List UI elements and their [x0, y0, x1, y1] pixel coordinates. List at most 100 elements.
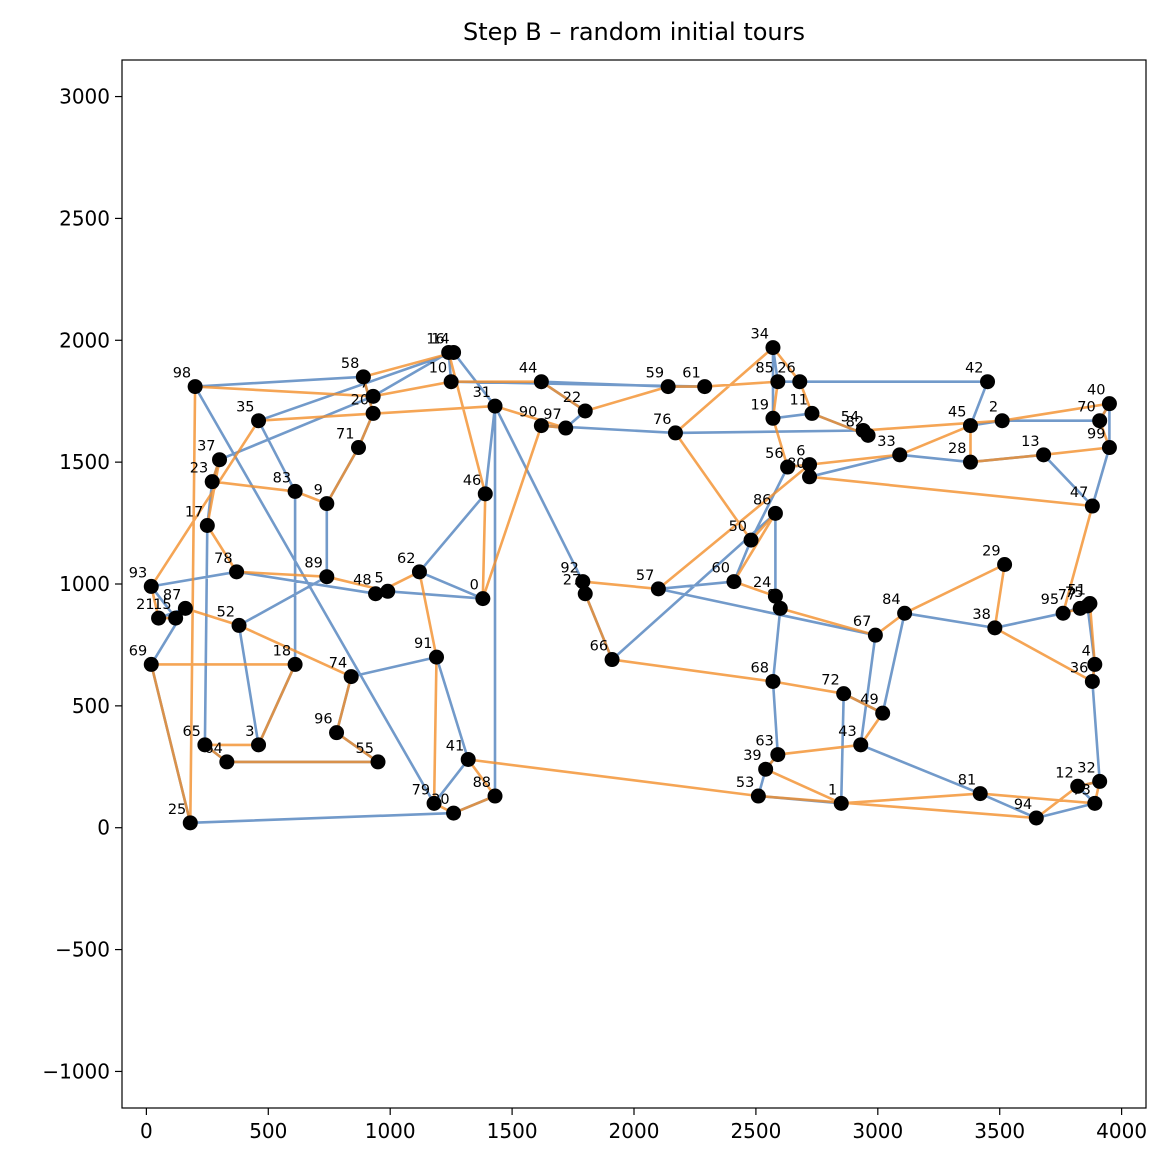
city-point-20 — [365, 405, 381, 421]
city-label-87: 87 — [163, 587, 181, 603]
x-tick-label: 0 — [140, 1119, 153, 1143]
city-point-31 — [487, 398, 503, 414]
city-point-44 — [533, 374, 549, 390]
y-tick-label: 1500 — [59, 450, 110, 474]
city-label-56: 56 — [765, 446, 783, 462]
city-point-25 — [182, 815, 198, 831]
y-tick-label: 500 — [72, 694, 110, 718]
city-label-31: 31 — [473, 385, 491, 401]
city-point-92 — [575, 574, 591, 590]
city-label-46: 46 — [463, 473, 481, 489]
city-point-82 — [860, 427, 876, 443]
city-label-99: 99 — [1087, 427, 1105, 443]
city-point-73 — [1087, 795, 1103, 811]
city-label-82: 82 — [846, 414, 864, 430]
city-point-42 — [980, 374, 996, 390]
city-point-93 — [143, 578, 159, 594]
city-point-2 — [994, 413, 1010, 429]
city-point-21 — [151, 610, 167, 626]
city-label-11: 11 — [790, 392, 808, 408]
city-point-17 — [199, 518, 215, 534]
chart-title: Step B – random initial tours — [463, 18, 805, 46]
city-point-81 — [972, 786, 988, 802]
city-label-36: 36 — [1070, 660, 1088, 676]
city-point-41 — [460, 751, 476, 767]
city-label-60: 60 — [712, 561, 730, 577]
city-label-8: 8 — [767, 587, 776, 603]
city-label-88: 88 — [473, 775, 491, 791]
city-label-79: 79 — [412, 782, 430, 798]
city-point-87 — [177, 600, 193, 616]
city-point-30 — [446, 805, 462, 821]
city-label-58: 58 — [341, 356, 359, 372]
city-point-33 — [892, 447, 908, 463]
city-label-86: 86 — [753, 492, 771, 508]
city-label-64: 64 — [204, 741, 222, 757]
city-label-92: 92 — [560, 561, 578, 577]
city-point-84 — [897, 605, 913, 621]
city-label-12: 12 — [1055, 765, 1073, 781]
city-label-0: 0 — [470, 578, 479, 594]
city-point-5 — [380, 583, 396, 599]
city-label-65: 65 — [182, 724, 200, 740]
city-label-3: 3 — [245, 724, 254, 740]
y-tick-label: 1000 — [59, 572, 110, 596]
city-label-25: 25 — [168, 802, 186, 818]
city-label-70: 70 — [1077, 400, 1095, 416]
city-label-51: 51 — [1067, 582, 1085, 598]
city-point-3 — [251, 737, 267, 753]
city-label-91: 91 — [414, 636, 432, 652]
x-tick-label: 1500 — [487, 1119, 538, 1143]
city-point-80 — [802, 469, 818, 485]
city-label-83: 83 — [273, 470, 291, 486]
city-point-45 — [962, 418, 978, 434]
y-tick-label: 0 — [97, 816, 110, 840]
city-label-40: 40 — [1087, 383, 1105, 399]
city-point-95 — [1055, 605, 1071, 621]
city-point-96 — [329, 725, 345, 741]
city-label-4: 4 — [1082, 643, 1091, 659]
city-point-98 — [187, 379, 203, 395]
city-point-71 — [350, 440, 366, 456]
city-label-22: 22 — [563, 390, 581, 406]
city-label-66: 66 — [590, 639, 608, 655]
city-point-16 — [441, 344, 457, 360]
city-point-50 — [743, 532, 759, 548]
city-point-97 — [558, 420, 574, 436]
city-label-49: 49 — [860, 692, 878, 708]
x-tick-label: 4000 — [1096, 1119, 1147, 1143]
city-label-93: 93 — [129, 565, 147, 581]
city-label-52: 52 — [217, 604, 235, 620]
city-label-68: 68 — [751, 660, 769, 676]
city-point-9 — [319, 496, 335, 512]
city-label-1: 1 — [828, 782, 837, 798]
city-label-16: 16 — [426, 331, 444, 347]
city-label-78: 78 — [214, 551, 232, 567]
city-label-73: 73 — [1072, 782, 1090, 798]
city-point-59 — [660, 379, 676, 395]
city-label-61: 61 — [682, 366, 700, 382]
city-point-94 — [1028, 810, 1044, 826]
city-point-7 — [365, 388, 381, 404]
city-label-42: 42 — [965, 361, 983, 377]
city-label-27: 27 — [563, 573, 581, 589]
city-label-45: 45 — [948, 405, 966, 421]
city-label-15: 15 — [153, 597, 171, 613]
city-point-11 — [804, 405, 820, 421]
city-point-68 — [765, 673, 781, 689]
y-tick-label: 2500 — [59, 206, 110, 230]
city-point-43 — [853, 737, 869, 753]
city-label-96: 96 — [314, 712, 332, 728]
city-point-99 — [1101, 440, 1117, 456]
city-point-64 — [219, 754, 235, 770]
x-tick-label: 2500 — [730, 1119, 781, 1143]
city-point-70 — [1092, 413, 1108, 429]
city-point-10 — [443, 374, 459, 390]
city-point-53 — [750, 788, 766, 804]
city-label-23: 23 — [190, 461, 208, 477]
city-label-9: 9 — [314, 483, 323, 499]
city-point-39 — [758, 761, 774, 777]
city-point-4 — [1087, 656, 1103, 672]
city-label-84: 84 — [882, 592, 900, 608]
city-point-52 — [231, 617, 247, 633]
